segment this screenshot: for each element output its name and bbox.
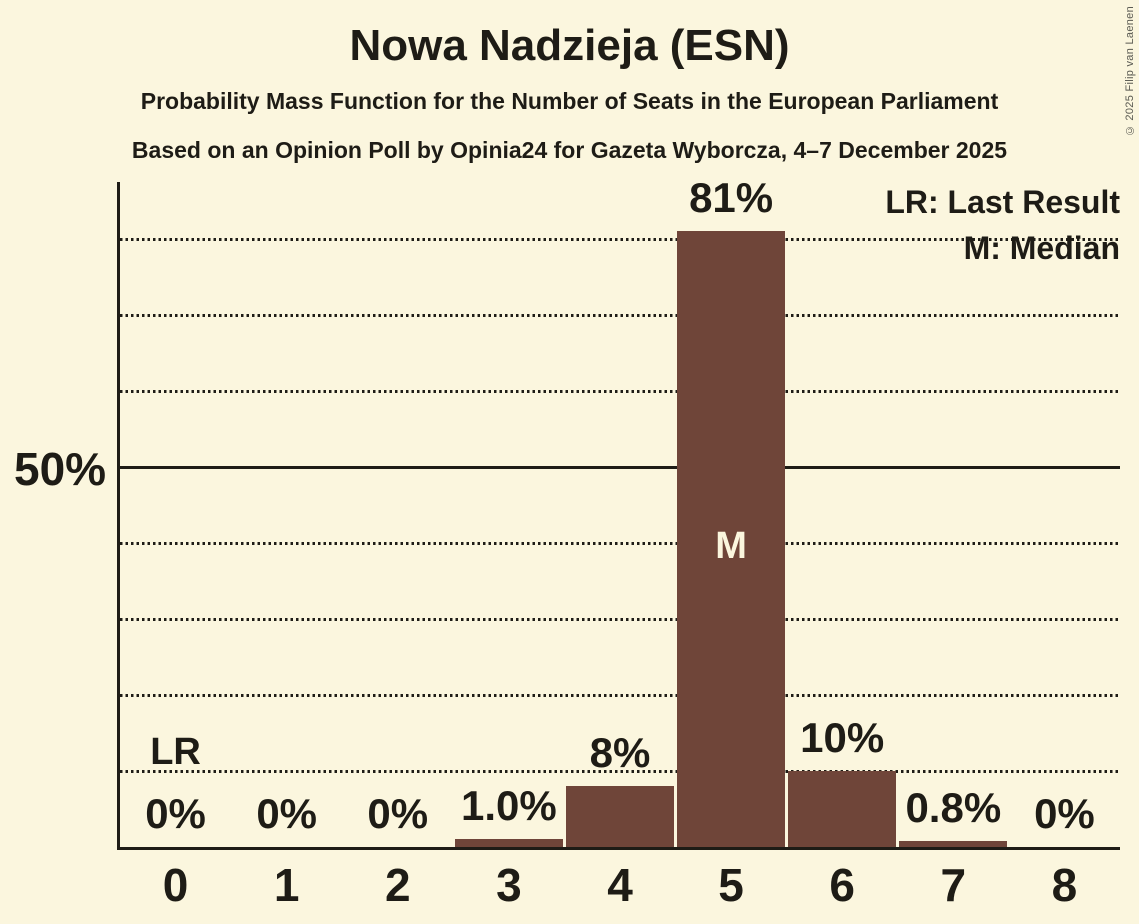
gridline-70pct bbox=[120, 313, 1120, 317]
x-tick-6: 6 bbox=[829, 859, 855, 911]
bar-seat-7 bbox=[899, 840, 1008, 847]
chart-title: Nowa Nadzieja (ESN) bbox=[349, 21, 790, 70]
bar-value-label-seat-5: 81% bbox=[689, 174, 774, 222]
bar-value-label-seat-2: 0% bbox=[367, 790, 429, 837]
x-tick-7: 7 bbox=[940, 859, 967, 911]
x-tick-3: 3 bbox=[496, 859, 522, 911]
legend-median: M: Median bbox=[963, 230, 1120, 266]
bar-value-label-seat-6: 10% bbox=[800, 714, 885, 761]
bar-value-label-seat-7: 0.8% bbox=[905, 783, 1002, 831]
bar-seat-4 bbox=[565, 786, 675, 847]
gridline-20pct bbox=[120, 693, 1120, 697]
x-tick-0: 0 bbox=[162, 859, 189, 911]
bar-value-label-seat-8: 0% bbox=[1034, 790, 1095, 837]
bar-value-label-seat-4: 8% bbox=[589, 729, 651, 777]
bar-seat-6 bbox=[788, 771, 897, 847]
gridline-60pct bbox=[120, 389, 1120, 393]
last-result-marker-label: LR bbox=[150, 731, 201, 773]
bar-value-label-seat-0: 0% bbox=[145, 790, 206, 837]
bar-value-label-seat-3: 1.0% bbox=[461, 782, 557, 830]
bar-seat-3 bbox=[454, 839, 563, 847]
gridline-50pct-solid bbox=[120, 465, 1120, 469]
gridline-80pct bbox=[120, 237, 1120, 241]
x-tick-1: 1 bbox=[273, 859, 300, 911]
gridline-40pct bbox=[120, 541, 1120, 545]
plot-area: LR: Last Result M: Median 0% 0 0% 1 0% 2 1.0% 3… bbox=[117, 177, 1120, 908]
x-tick-4: 4 bbox=[607, 859, 633, 911]
chart-source-line: Based on an Opinion Poll by Opinia24 for… bbox=[131, 137, 1008, 163]
bar-seat-5 bbox=[677, 231, 786, 847]
median-marker-label: M bbox=[715, 525, 747, 567]
gridline-10pct bbox=[120, 769, 1120, 773]
x-tick-8: 8 bbox=[1051, 859, 1078, 911]
bar-value-label-seat-1: 0% bbox=[256, 790, 318, 837]
legend-last-result: LR: Last Result bbox=[885, 184, 1120, 220]
gridline-30pct bbox=[120, 617, 1120, 621]
chart-subtitle: Probability Mass Function for the Number… bbox=[140, 88, 999, 114]
x-tick-5: 5 bbox=[718, 859, 744, 911]
y-axis-tick-50pct: 50% bbox=[14, 443, 107, 495]
x-tick-2: 2 bbox=[384, 859, 411, 911]
